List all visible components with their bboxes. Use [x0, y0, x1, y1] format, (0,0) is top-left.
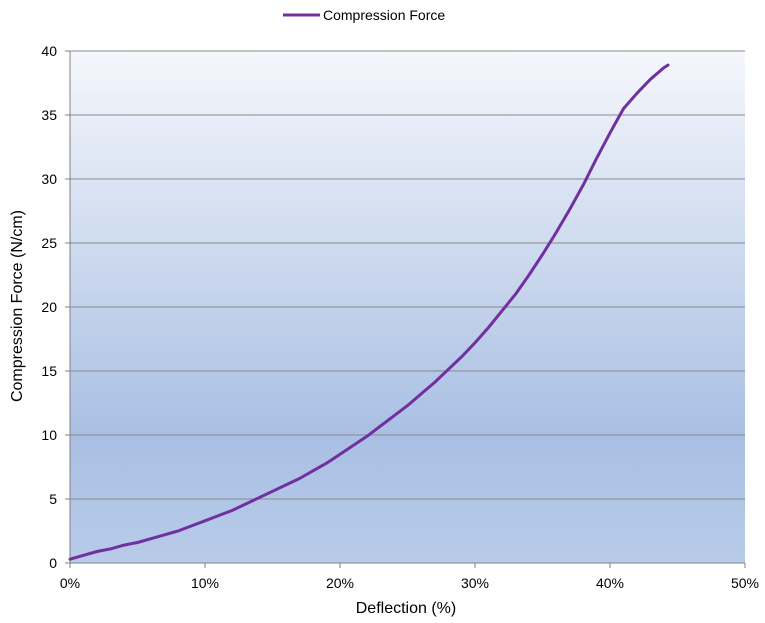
- series-lines: [68, 63, 670, 561]
- y-tick-label: 35: [41, 107, 57, 123]
- axes: [69, 51, 746, 568]
- y-tick-labels: 0 5 10 15 20 25 30 35 40: [41, 43, 57, 571]
- y-tick-label: 40: [41, 43, 57, 59]
- grid-lines: [65, 50, 745, 564]
- y-tick-label: 20: [41, 299, 57, 315]
- x-tick-label: 0%: [60, 575, 80, 591]
- x-tick-labels: 0% 10% 20% 30% 40% 50%: [60, 575, 759, 591]
- x-tick-label: 10%: [191, 575, 219, 591]
- legend-label-compression-force: Compression Force: [323, 7, 445, 23]
- x-tick-label: 50%: [731, 575, 759, 591]
- y-tick-label: 15: [41, 363, 57, 379]
- x-tick-label: 40%: [596, 575, 624, 591]
- y-tick-label: 30: [41, 171, 57, 187]
- series-line-compression-force: [68, 63, 670, 561]
- x-axis-title: Deflection (%): [356, 600, 456, 617]
- x-tick-label: 30%: [461, 575, 489, 591]
- legend: Compression Force: [283, 7, 445, 23]
- y-tick-label: 25: [41, 235, 57, 251]
- y-tick-label: 10: [41, 427, 57, 443]
- y-tick-label: 0: [49, 555, 57, 571]
- x-tick-label: 20%: [326, 575, 354, 591]
- y-axis-title: Compression Force (N/cm): [9, 210, 26, 402]
- y-tick-label: 5: [49, 491, 57, 507]
